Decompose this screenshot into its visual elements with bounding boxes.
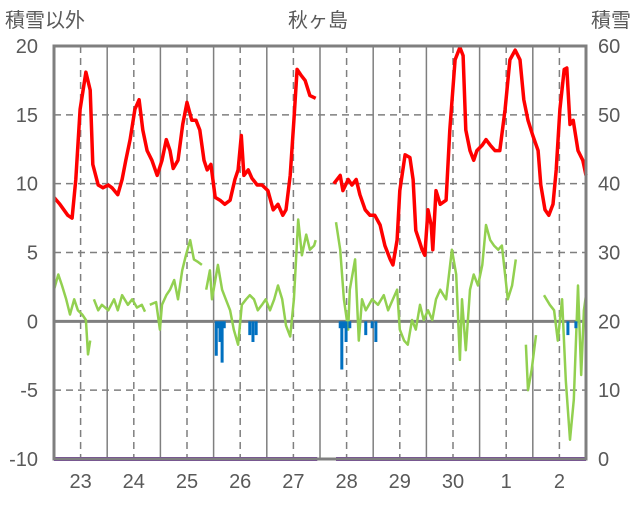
y-left-tick-label: -5	[20, 380, 38, 402]
bar-series-blue	[216, 321, 220, 329]
x-tick-label: 28	[335, 471, 357, 493]
x-tick-label: 30	[442, 471, 464, 493]
bar-series-blue	[374, 321, 378, 342]
x-tick-label: 1	[501, 471, 512, 493]
y-right-tick-label: 20	[598, 311, 620, 333]
bar-series-blue	[364, 321, 368, 336]
line-temperature	[52, 67, 317, 220]
bar-series-blue	[218, 321, 222, 342]
right-axis-title: 積雪	[591, 9, 631, 32]
line-series-green	[92, 293, 147, 313]
y-right-tick-label: 50	[598, 105, 620, 127]
line-series-green	[542, 284, 588, 441]
line-series-green	[524, 334, 538, 392]
y-left-tick-label: -10	[9, 449, 38, 471]
y-right-tick-label: 10	[598, 380, 620, 402]
bar-series-blue	[214, 321, 218, 356]
x-tick-label: 23	[69, 471, 91, 493]
bar-series-blue	[342, 321, 346, 329]
bar-series-blue	[251, 321, 255, 342]
bar-series-blue	[370, 321, 374, 329]
bar-series-blue	[248, 321, 252, 336]
bar-series-blue	[340, 321, 344, 370]
x-tick-label: 24	[123, 471, 145, 493]
x-tick-label: 27	[282, 471, 304, 493]
line-series-green	[204, 218, 317, 346]
line-temperature	[332, 45, 588, 267]
bar-series-blue	[222, 321, 226, 329]
x-tick-label: 25	[176, 471, 198, 493]
bar-series-blue	[220, 321, 224, 363]
y-right-tick-label: 30	[598, 243, 620, 265]
bar-series-blue	[254, 321, 258, 336]
bar-series-blue	[566, 321, 570, 336]
x-tick-label: 29	[389, 471, 411, 493]
y-right-tick-label: 60	[598, 36, 620, 58]
y-left-tick-label: 0	[27, 311, 38, 333]
bar-series-blue	[338, 321, 342, 329]
bar-series-blue	[348, 321, 352, 329]
y-left-tick-label: 5	[27, 243, 38, 265]
line-series-green	[334, 222, 518, 362]
y-left-tick-label: 20	[16, 36, 38, 58]
chart-title: 秋ヶ島	[288, 9, 348, 32]
y-left-tick-label: 10	[16, 174, 38, 196]
y-right-tick-label: 0	[598, 449, 609, 471]
bar-series-blue	[344, 321, 348, 342]
y-right-tick-label: 40	[598, 174, 620, 196]
left-axis-title: 積雪以外	[5, 9, 85, 32]
x-tick-label: 26	[229, 471, 251, 493]
line-series-green	[52, 273, 92, 356]
line-series-green	[149, 238, 203, 331]
x-tick-label: 2	[554, 471, 565, 493]
y-left-tick-label: 15	[16, 105, 38, 127]
bar-series-blue	[574, 321, 578, 329]
plot-frame	[52, 44, 588, 461]
